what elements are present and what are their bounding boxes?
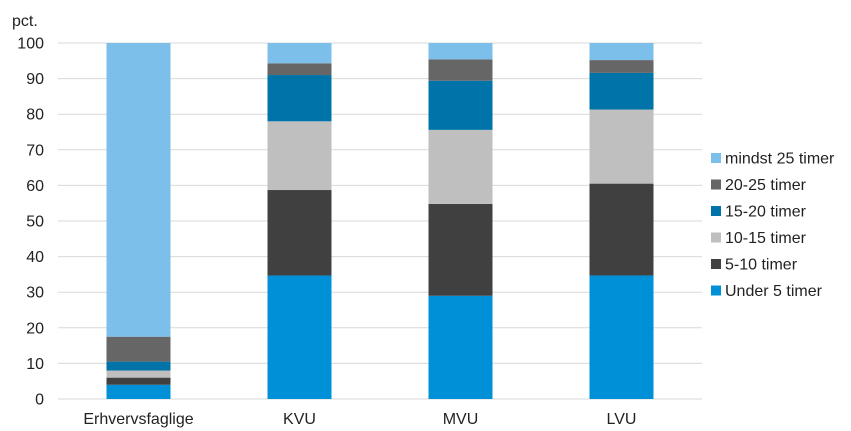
bar-segment-20-25-timer	[428, 59, 493, 81]
bars	[106, 43, 654, 399]
y-tick-label: 60	[26, 178, 44, 195]
legend-item: 5-10 timer	[711, 257, 798, 274]
legend-swatch	[711, 206, 721, 216]
bar-segment-10-15-timer	[428, 129, 493, 204]
bar-segment-5-10-timer	[428, 203, 493, 296]
x-category-label: LVU	[607, 411, 637, 428]
bar-stack-kvu	[267, 43, 332, 399]
bar-segment-10-15-timer	[267, 121, 332, 191]
legend: mindst 25 timer 20-25 timer 15-20 timer 10-…	[711, 151, 835, 300]
legend-swatch	[711, 285, 721, 296]
bar-segment-mindst-25-timer	[106, 43, 171, 337]
bar-segment-mindst-25-timer	[428, 43, 493, 60]
legend-swatch	[711, 179, 721, 190]
bar-segment-mindst-25-timer	[589, 43, 654, 61]
legend-swatch	[711, 153, 721, 163]
y-tick-label: 20	[26, 320, 44, 337]
bar-segment-10-15-timer	[589, 109, 654, 184]
legend-label: 5-10 timer	[725, 257, 798, 274]
y-tick-label: 0	[35, 392, 44, 409]
y-tick-label: 100	[17, 36, 44, 53]
y-tick-label: 10	[26, 356, 44, 373]
legend-label: 15-20 timer	[725, 204, 807, 221]
legend-swatch	[711, 259, 721, 269]
bar-segment-under-5-timer	[106, 384, 171, 399]
bar-segment-15-20-timer	[106, 361, 171, 371]
y-axis-unit-label: pct.	[12, 13, 38, 30]
y-tick-label: 40	[26, 249, 44, 266]
bar-segment-15-20-timer	[267, 75, 332, 122]
bar-stack-mvu	[428, 43, 493, 399]
bar-segment-5-10-timer	[589, 183, 654, 276]
legend-label: Under 5 timer	[725, 283, 823, 300]
x-category-label: KVU	[283, 411, 316, 428]
y-tick-label: 50	[26, 214, 44, 231]
bar-segment-15-20-timer	[428, 80, 493, 130]
bar-segment-under-5-timer	[589, 275, 654, 399]
bar-segment-20-25-timer	[589, 60, 654, 73]
y-axis-ticks: 0 10 20 30 40 50 60 70 80 90 100	[17, 36, 44, 409]
y-tick-label: 30	[26, 285, 44, 302]
bar-stack-erhvervsfaglige	[106, 43, 171, 399]
bar-segment-5-10-timer	[106, 377, 171, 385]
bar-stack-lvu	[589, 43, 654, 399]
legend-item: 10-15 timer	[711, 230, 807, 247]
bar-segment-20-25-timer	[106, 336, 171, 362]
bar-segment-15-20-timer	[589, 72, 654, 110]
x-axis-categories: Erhvervsfaglige KVU MVU LVU	[83, 411, 636, 428]
bar-segment-under-5-timer	[428, 295, 493, 399]
bar-segment-10-15-timer	[106, 370, 171, 378]
y-tick-label: 80	[26, 107, 44, 124]
y-tick-label: 90	[26, 71, 44, 88]
legend-label: mindst 25 timer	[725, 151, 835, 168]
x-category-label: Erhvervsfaglige	[83, 411, 193, 428]
legend-item: Under 5 timer	[711, 283, 823, 300]
bar-segment-5-10-timer	[267, 190, 332, 276]
legend-item: mindst 25 timer	[711, 151, 835, 168]
legend-item: 20-25 timer	[711, 177, 807, 194]
y-tick-label: 70	[26, 142, 44, 159]
bar-segment-20-25-timer	[267, 63, 332, 76]
x-category-label: MVU	[443, 411, 479, 428]
legend-label: 10-15 timer	[725, 230, 807, 247]
legend-item: 15-20 timer	[711, 204, 807, 221]
bar-segment-mindst-25-timer	[267, 43, 332, 64]
legend-swatch	[711, 232, 721, 243]
legend-label: 20-25 timer	[725, 177, 807, 194]
bar-segment-under-5-timer	[267, 275, 332, 399]
